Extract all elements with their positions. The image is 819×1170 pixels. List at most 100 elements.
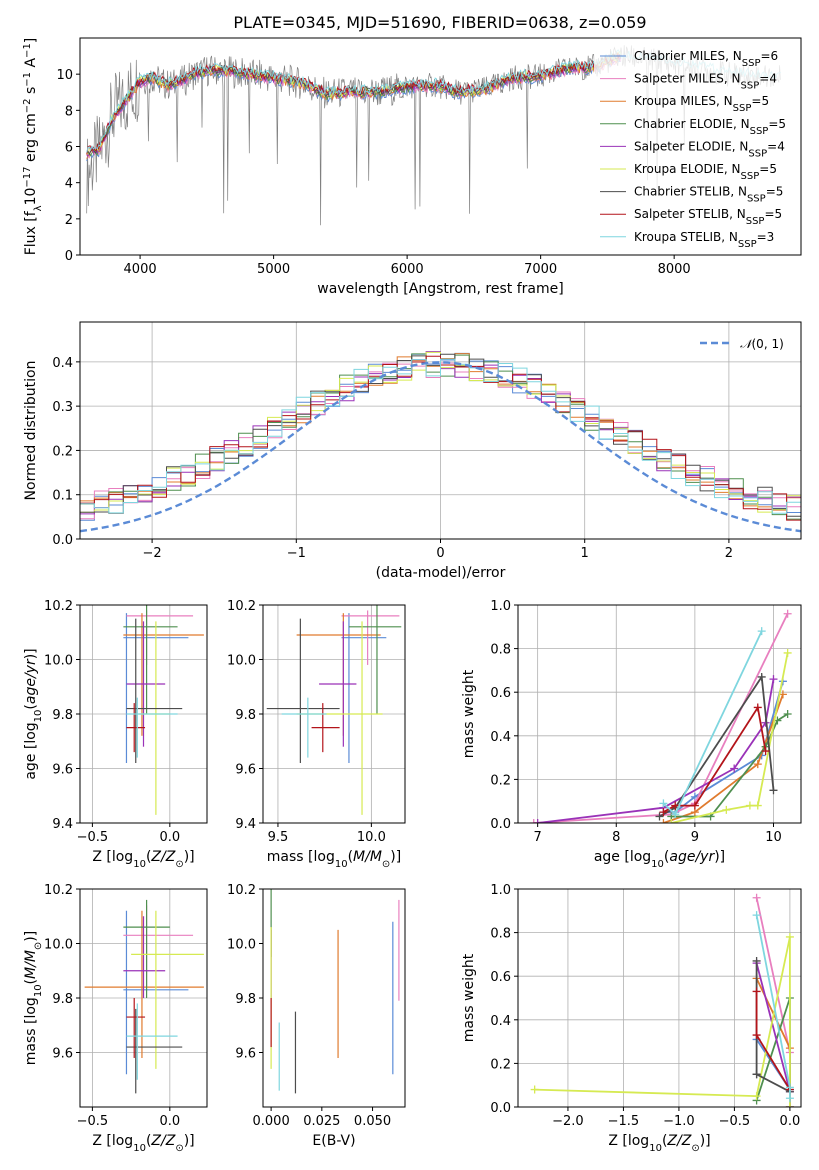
data-point [529, 819, 538, 823]
label-part: 10 [23, 188, 39, 206]
data-point [659, 819, 668, 823]
gaussian-curve [80, 361, 801, 533]
series-line [533, 613, 789, 823]
x-tick-label: 9 [691, 830, 699, 845]
label-part: Salpeter ELODIE, N [634, 139, 748, 153]
spectrum-model-line [86, 50, 622, 155]
x-axis-label: Z [log10(Z/Z⊙)] [92, 1133, 194, 1154]
panel-mass-vs-Z: −0.5 0.09.69.810.010.2Z [log10(Z/Z⊙)]mass… [23, 883, 208, 1154]
plot-area [270, 889, 400, 1094]
data-point [655, 812, 664, 821]
label-part: =5 [759, 162, 777, 176]
series-line [534, 936, 791, 1107]
data-point [730, 764, 739, 773]
label-part: Chabrier ELODIE, N [634, 117, 750, 131]
label-part: M/M [353, 849, 382, 865]
x-tick-label: 5000 [257, 262, 290, 277]
y-tick-label: 9.6 [52, 1047, 73, 1062]
data-point [785, 1103, 794, 1107]
y-tick-label: 10.2 [44, 599, 73, 614]
panel-mass-vs-ebv: 0.000 0.025 0.050 9.6 9.8 10.0 10.2 E(B-V) [227, 883, 406, 1149]
label-part: 10 [33, 710, 44, 723]
legend-label: 𝒩(0, 1) [740, 337, 784, 351]
x-tick-label: 10.0 [357, 830, 386, 845]
y-tick-label: 1.0 [490, 599, 511, 614]
label-part: Kroupa MILES, N [634, 94, 733, 108]
data-point [753, 703, 762, 712]
y-tick-label: 0.4 [52, 356, 73, 371]
panel-mass-weight-vs-Z: −2.0 −1.5 −1.0 −0.5 0.0 0.0 0.2 0.4 0.6 0.8 1.0 Z [… [461, 883, 802, 1154]
label-part: (0, 1) [752, 337, 784, 351]
x-tick-label: 0.000 [253, 1114, 290, 1129]
x-tick-label: −0.5 [77, 1114, 109, 1129]
y-tick-label: 9.8 [235, 708, 256, 723]
x-tick-label: 8000 [658, 262, 691, 277]
data-point [761, 747, 770, 756]
label-part: −1 [22, 43, 33, 58]
y-axis-label: mass weight [461, 669, 477, 758]
legend-label: Salpeter ELODIE, NSSP=4 [634, 139, 785, 159]
x-tick-label: −1 [287, 546, 306, 561]
y-tick-label: 0.8 [490, 927, 511, 942]
legend-label: Kroupa STELIB, NSSP=3 [634, 230, 774, 250]
label-part: Salpeter STELIB, N [634, 207, 746, 221]
legend-box [594, 42, 799, 249]
data-point [659, 799, 668, 808]
data-point [533, 819, 542, 823]
label-part: Flux [f [23, 210, 39, 255]
data-point [690, 801, 699, 810]
x-axis-label: age [log10(age/yr)] [594, 849, 725, 870]
label-part: SSP [750, 125, 769, 136]
label-part: ⊙ [175, 859, 183, 870]
label-part: age/yr [23, 658, 39, 704]
legend-label: Salpeter STELIB, NSSP=5 [634, 207, 782, 227]
data-point [783, 609, 792, 618]
y-tick-label: 0.1 [52, 489, 73, 504]
data-point [671, 810, 680, 819]
data-point [769, 786, 778, 795]
y-tick-label: 10.0 [44, 654, 73, 669]
y-tick-label: 9.4 [235, 817, 256, 832]
label-part: )] [714, 849, 725, 865]
label-part: −1 [22, 72, 33, 87]
x-tick-label: −1.0 [663, 1114, 695, 1129]
label-part: ( [146, 849, 151, 865]
x-axis-label: wavelength [Angstrom, rest frame] [317, 281, 563, 297]
label-part: SSP [738, 238, 757, 249]
legend-label: Kroupa MILES, NSSP=5 [634, 94, 769, 114]
label-part: ] [23, 38, 39, 43]
x-tick-label: 0.0 [159, 830, 180, 845]
label-part: )] [184, 849, 195, 865]
label-part: Z [log [92, 849, 133, 865]
label-part: SSP [741, 171, 760, 182]
label-part: −17 [22, 166, 33, 187]
panel-age-vs-mass: 9.5 10.0 9.4 9.6 9.8 10.0 10.2 mass [log10(M/M⊙… [227, 599, 406, 870]
label-part: )] [700, 1133, 711, 1149]
label-part: Z/Z [150, 849, 175, 865]
data-point [757, 627, 766, 636]
label-part: 10 [33, 984, 44, 997]
y-tick-label: 9.4 [52, 817, 73, 832]
legend-label: Kroupa ELODIE, NSSP=5 [634, 162, 777, 182]
plot-area [80, 351, 801, 533]
label-part: ( [662, 1133, 667, 1149]
x-tick-label: 0.0 [780, 1114, 801, 1129]
data-point [752, 1031, 761, 1040]
x-tick-label: −0.5 [719, 1114, 751, 1129]
y-tick-label: 0.3 [52, 400, 73, 415]
axes-frame [517, 888, 802, 1108]
y-axis-label: Normed distribution [23, 361, 39, 501]
label-part: Kroupa ELODIE, N [634, 162, 741, 176]
y-tick-label: 0.2 [52, 444, 73, 459]
label-part: ( [664, 849, 669, 865]
x-tick-label: 7000 [524, 262, 557, 277]
axes-frame [79, 321, 802, 540]
x-tick-label: −2.0 [552, 1114, 584, 1129]
histogram-step [80, 358, 801, 514]
y-tick-label: 9.8 [235, 992, 256, 1007]
x-axis-label: Z [log10(Z/Z⊙)] [92, 849, 194, 870]
legend-label: Chabrier MILES, NSSP=6 [634, 49, 778, 69]
label-part: Z [log [92, 1133, 133, 1149]
